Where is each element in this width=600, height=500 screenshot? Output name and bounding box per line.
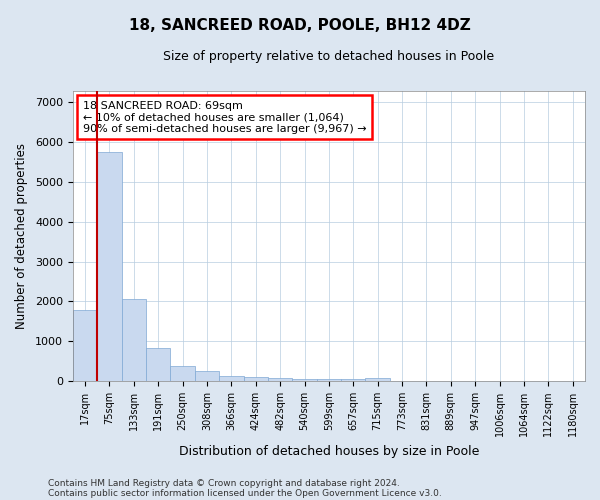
Bar xyxy=(317,379,341,381)
Text: 18 SANCREED ROAD: 69sqm
← 10% of detached houses are smaller (1,064)
90% of semi: 18 SANCREED ROAD: 69sqm ← 10% of detache… xyxy=(83,100,367,134)
Bar xyxy=(292,378,317,381)
X-axis label: Distribution of detached houses by size in Poole: Distribution of detached houses by size … xyxy=(179,444,479,458)
Bar xyxy=(146,348,170,381)
Bar xyxy=(195,372,219,381)
Bar xyxy=(219,376,244,381)
Bar xyxy=(365,378,390,381)
Bar xyxy=(97,152,122,381)
Text: 18, SANCREED ROAD, POOLE, BH12 4DZ: 18, SANCREED ROAD, POOLE, BH12 4DZ xyxy=(129,18,471,32)
Bar xyxy=(122,300,146,381)
Text: Contains public sector information licensed under the Open Government Licence v3: Contains public sector information licen… xyxy=(48,488,442,498)
Bar xyxy=(170,366,195,381)
Text: Contains HM Land Registry data © Crown copyright and database right 2024.: Contains HM Land Registry data © Crown c… xyxy=(48,478,400,488)
Bar xyxy=(268,378,292,381)
Bar xyxy=(244,376,268,381)
Y-axis label: Number of detached properties: Number of detached properties xyxy=(15,143,28,329)
Bar xyxy=(73,310,97,381)
Title: Size of property relative to detached houses in Poole: Size of property relative to detached ho… xyxy=(163,50,494,63)
Bar xyxy=(341,379,365,381)
